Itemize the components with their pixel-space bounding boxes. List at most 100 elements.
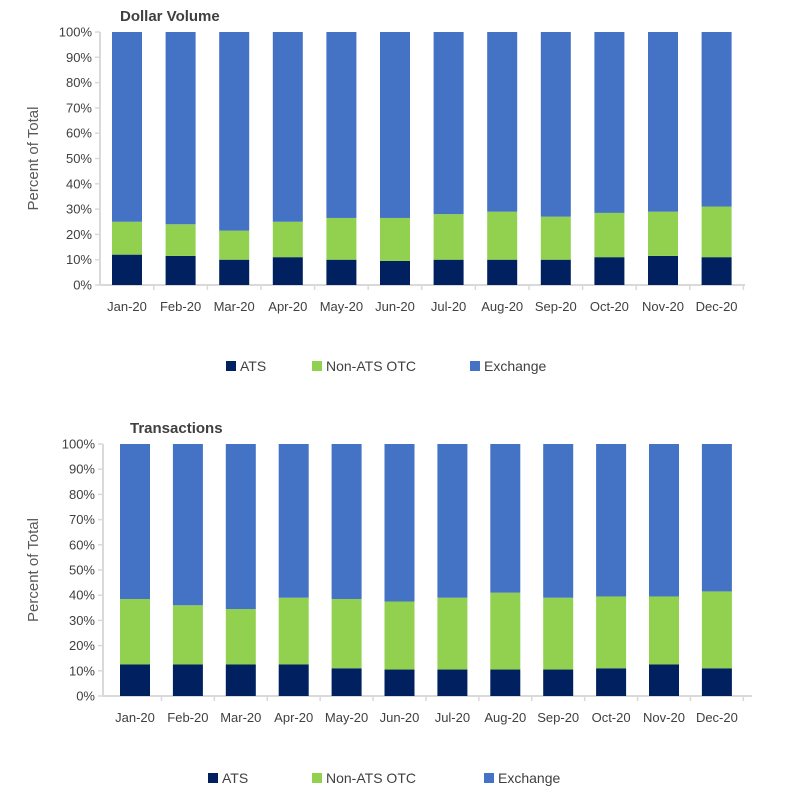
x-tick-label: Apr-20 (274, 710, 313, 725)
bar-exchange (278, 444, 309, 598)
bar-non-ats-otc (380, 217, 410, 261)
x-tick-label: Jan-20 (107, 299, 147, 314)
bar-non-ats-otc (172, 605, 203, 665)
bar-ats (331, 668, 362, 696)
x-tick-label: Oct-20 (592, 710, 631, 725)
bar-exchange (120, 444, 150, 599)
x-tick-label: Jul-20 (431, 299, 466, 314)
bar-exchange (490, 444, 521, 593)
x-tick-label: Nov-20 (642, 299, 684, 314)
legend-swatch (470, 361, 480, 371)
y-tick-label: 10% (66, 252, 92, 267)
bar-non-ats-otc (594, 212, 625, 258)
x-tick-label: Oct-20 (590, 299, 629, 314)
bar-ats (701, 668, 732, 696)
y-tick-label: 50% (66, 151, 92, 166)
bar-non-ats-otc (219, 230, 250, 260)
bar-ats (540, 259, 571, 285)
bar-exchange (165, 32, 196, 225)
y-tick-label: 80% (69, 487, 95, 502)
bar-ats (437, 669, 468, 696)
x-tick-label: Apr-20 (268, 299, 307, 314)
x-tick-label: Feb-20 (167, 710, 208, 725)
bar-non-ats-otc (649, 596, 679, 665)
x-tick-label: Jul-20 (435, 710, 470, 725)
x-tick-label: Jun-20 (375, 299, 415, 314)
bar-ats (649, 664, 679, 696)
bar-exchange (225, 444, 256, 610)
x-tick-label: Dec-20 (696, 710, 738, 725)
y-tick-label: 80% (66, 75, 92, 90)
bar-non-ats-otc (540, 216, 571, 260)
x-tick-label: Feb-20 (160, 299, 201, 314)
bar-ats (543, 669, 574, 696)
bar-ats (278, 664, 309, 696)
y-tick-label: 30% (66, 202, 92, 217)
legend-swatch (484, 773, 494, 783)
legend-swatch (312, 361, 322, 371)
y-tick-label: 20% (66, 227, 92, 242)
y-tick-label: 0% (73, 278, 92, 293)
y-tick-label: 60% (66, 126, 92, 141)
y-tick-label: 20% (69, 638, 95, 653)
bar-ats (326, 259, 357, 285)
legend-label: ATS (240, 358, 266, 374)
bar-exchange (594, 32, 625, 213)
y-tick-label: 40% (69, 588, 95, 603)
bar-non-ats-otc (165, 224, 196, 256)
x-tick-label: Mar-20 (214, 299, 255, 314)
x-tick-label: Sep-20 (535, 299, 577, 314)
x-tick-label: Aug-20 (484, 710, 526, 725)
legend-label: Exchange (498, 770, 560, 786)
y-tick-label: 40% (66, 176, 92, 191)
bar-ats (172, 664, 203, 696)
bar-non-ats-otc (120, 598, 150, 665)
bar-non-ats-otc (648, 211, 678, 256)
bar-exchange (487, 32, 518, 212)
x-tick-label: May-20 (325, 710, 368, 725)
bar-exchange (380, 32, 410, 218)
bar-exchange (331, 444, 362, 599)
y-tick-label: 70% (66, 100, 92, 115)
x-tick-label: Mar-20 (220, 710, 261, 725)
chart-title: Dollar Volume (120, 8, 220, 25)
bar-ats (225, 664, 256, 696)
bar-exchange (219, 32, 250, 231)
x-tick-label: May-20 (320, 299, 363, 314)
y-tick-label: 90% (69, 462, 95, 477)
legend-label: Non-ATS OTC (326, 770, 416, 786)
x-tick-label: Sep-20 (537, 710, 579, 725)
bar-ats (701, 257, 732, 285)
bar-non-ats-otc (326, 217, 357, 260)
bar-ats (648, 255, 678, 285)
y-tick-label: 50% (69, 563, 95, 578)
bar-ats (272, 257, 303, 285)
y-tick-label: 60% (69, 537, 95, 552)
legend-label: ATS (222, 770, 248, 786)
bar-exchange (384, 444, 415, 602)
y-tick-label: 90% (66, 50, 92, 65)
chart-dollar-volume: Dollar Volume Percent of Total 0% 10% 20% 30%… (25, 8, 745, 374)
bar-non-ats-otc (701, 206, 732, 258)
x-tick-label: Jun-20 (380, 710, 420, 725)
x-tick-label: Aug-20 (481, 299, 523, 314)
bar-non-ats-otc (278, 597, 309, 665)
bar-non-ats-otc (437, 597, 468, 670)
y-tick-label: 100% (59, 25, 93, 40)
bar-non-ats-otc (490, 592, 521, 670)
y-tick-label: 0% (76, 689, 95, 704)
y-tick-label: 70% (69, 512, 95, 527)
bar-ats (490, 669, 521, 696)
x-tick-label: Jan-20 (115, 710, 155, 725)
y-axis-label: Percent of Total (25, 518, 42, 622)
bar-exchange (326, 32, 357, 218)
bar-exchange (649, 444, 679, 597)
y-tick-label: 100% (62, 437, 96, 452)
legend-swatch (312, 773, 322, 783)
x-tick-label: Dec-20 (696, 299, 738, 314)
bar-ats (380, 260, 410, 285)
bar-exchange (701, 32, 732, 207)
bar-ats (384, 669, 415, 696)
y-tick-label: 10% (69, 663, 95, 678)
